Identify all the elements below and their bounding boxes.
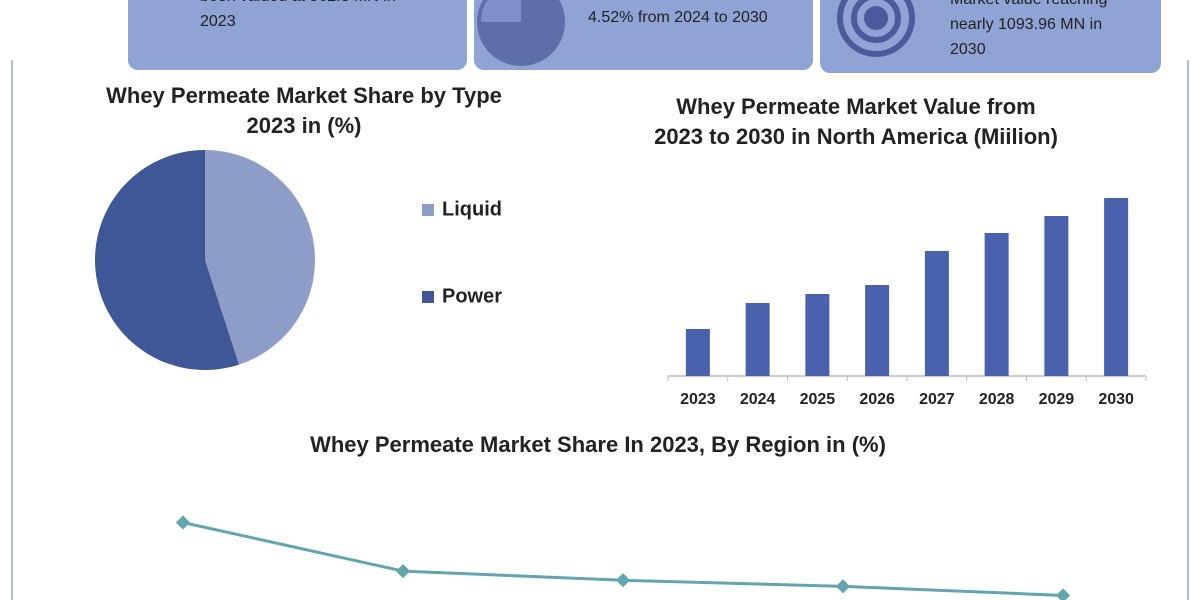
chart-title: 2023 in (%) — [247, 113, 362, 138]
legend-label: Power — [442, 285, 502, 307]
x-tick-label: 2030 — [1098, 391, 1134, 408]
legend-swatch — [422, 291, 434, 303]
bar — [984, 233, 1009, 376]
x-tick-label: 2023 — [680, 391, 716, 408]
growth-icon — [477, 0, 565, 66]
point — [615, 573, 631, 588]
x-tick-label: 2028 — [979, 391, 1015, 408]
bar — [924, 251, 949, 376]
point — [835, 579, 851, 594]
legend-label: Liquid — [442, 198, 502, 220]
x-tick-label: 2025 — [800, 391, 836, 408]
card-text: 2023 — [200, 13, 236, 30]
chart-title: Whey Permeate Market Share In 2023, By R… — [310, 432, 886, 457]
chart-title: Whey Permeate Market Value from — [676, 94, 1035, 119]
point — [395, 564, 411, 579]
point — [1055, 588, 1071, 600]
card-text: 4.52% from 2024 to 2030 — [588, 9, 768, 26]
bar — [685, 329, 710, 376]
bar — [1044, 216, 1069, 376]
chart-title: 2023 to 2030 in North America (Miilion) — [654, 124, 1058, 149]
bar — [865, 285, 890, 376]
bar — [1104, 198, 1129, 376]
stat-card — [820, 0, 1161, 73]
x-tick-label: 2029 — [1039, 391, 1075, 408]
point — [175, 515, 191, 530]
bar — [745, 303, 770, 376]
card-text: 2030 — [950, 41, 986, 58]
x-tick-label: 2026 — [859, 391, 895, 408]
target-icon — [837, 0, 915, 57]
x-tick-label: 2027 — [919, 391, 955, 408]
legend-swatch — [422, 204, 434, 216]
stat-card — [128, 0, 467, 70]
card-text: been valued at 562.3 MN in — [200, 0, 396, 5]
chart-title: Whey Permeate Market Share by Type — [106, 83, 502, 108]
x-tick-label: 2024 — [740, 391, 776, 408]
pie-slice — [205, 150, 315, 365]
card-text: nearly 1093.96 MN in — [950, 16, 1102, 33]
bar — [805, 294, 830, 376]
pie-slice — [94, 150, 239, 370]
card-text: Market value reaching — [950, 0, 1107, 8]
